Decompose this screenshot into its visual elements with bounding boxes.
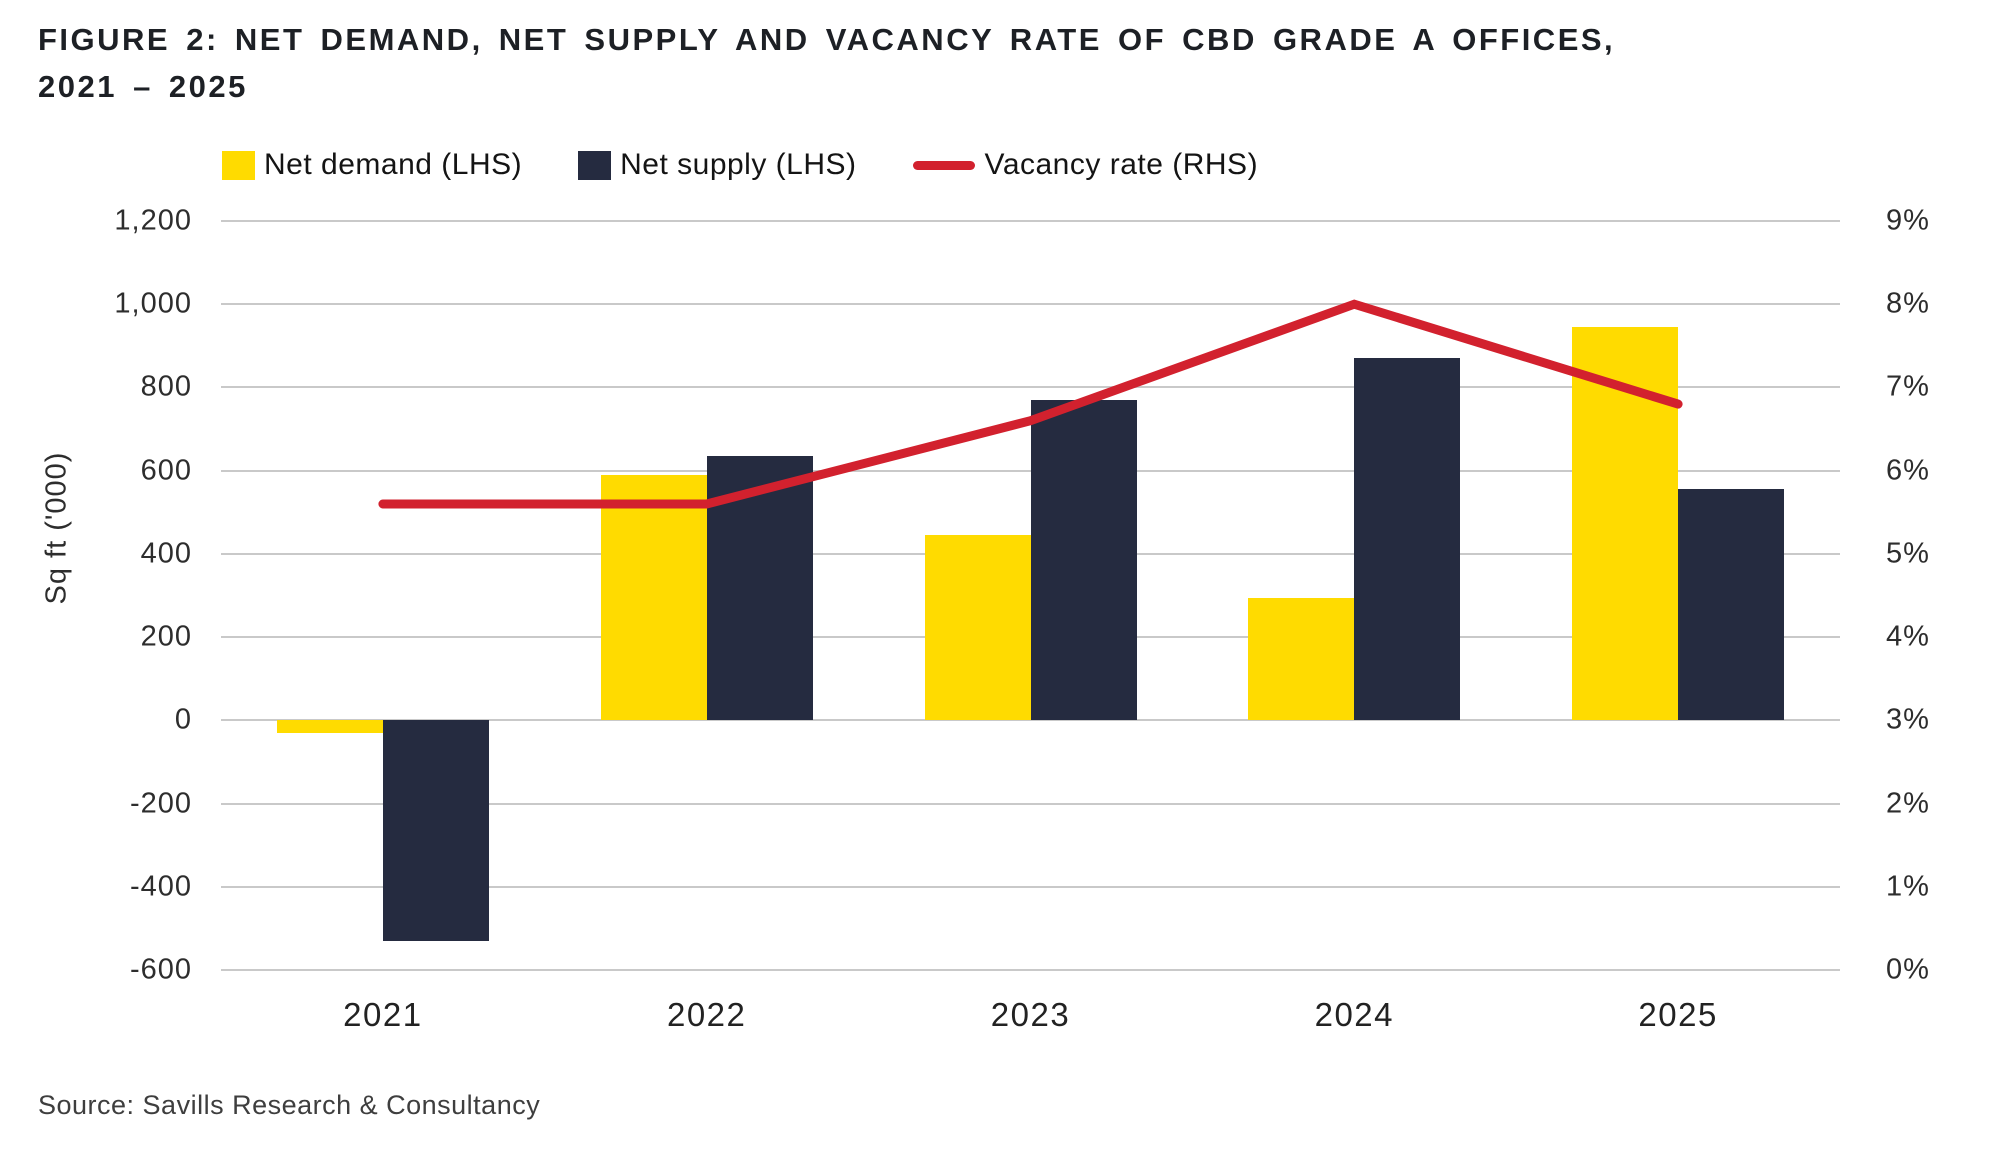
chart-title: FIGURE 2: NET DEMAND, NET SUPPLY AND VAC… xyxy=(38,16,1615,110)
right-axis-tick-label: 5% xyxy=(1886,537,1930,570)
chart-title-line1: FIGURE 2: NET DEMAND, NET SUPPLY AND VAC… xyxy=(38,22,1616,57)
legend-label: Net supply (LHS) xyxy=(620,148,857,181)
gridline xyxy=(221,719,1840,722)
bar-net-supply-lhs-2023 xyxy=(1030,399,1137,721)
legend-item-vacancy-rate-rhs: Vacancy rate (RHS) xyxy=(912,148,1259,182)
gridline xyxy=(221,303,1840,306)
left-axis-tick-label: 1,200 xyxy=(114,204,192,237)
left-axis-tick-label: 200 xyxy=(140,620,192,653)
x-axis-tick-label-2021: 2021 xyxy=(343,996,423,1033)
left-axis-tick-label: 0 xyxy=(174,703,192,736)
right-axis-tick-label: 4% xyxy=(1886,620,1930,653)
bar-net-supply-lhs-2025 xyxy=(1678,489,1785,721)
legend-label: Net demand (LHS) xyxy=(264,148,523,181)
legend: Net demand (LHS) Net supply (LHS) Vacancy … xyxy=(222,146,1258,184)
left-axis-title: Sq ft ('000) xyxy=(40,451,73,605)
legend-item-net-demand-lhs: Net demand (LHS) xyxy=(222,148,522,182)
right-axis-tick-label: 8% xyxy=(1886,287,1930,320)
left-axis-tick-label: 800 xyxy=(140,370,192,403)
source-note: Source: Savills Research & Consultancy xyxy=(38,1090,541,1120)
legend-label: Vacancy rate (RHS) xyxy=(984,148,1259,181)
legend-line-swatch-icon xyxy=(912,160,975,170)
left-axis-tick-label: -400 xyxy=(129,870,192,903)
plot-area xyxy=(221,220,1840,971)
bar-net-supply-lhs-2021 xyxy=(382,720,489,941)
left-axis-ticks: 1,200 1,000 800 600 400 200 0 -200 -400 -600 xyxy=(0,205,192,986)
vacancy-line xyxy=(378,299,1683,509)
legend-square-swatch-icon xyxy=(222,150,255,180)
bar-net-demand-lhs-2021 xyxy=(276,720,383,733)
bar-net-demand-lhs-2022 xyxy=(600,474,707,721)
left-axis-tick-label: -200 xyxy=(129,787,192,820)
gridline xyxy=(221,386,1840,389)
right-axis-tick-label: 3% xyxy=(1886,703,1930,736)
x-axis-tick-label-2023: 2023 xyxy=(990,996,1071,1033)
x-axis-ticks: 2021 2022 2023 2024 2025 xyxy=(221,996,1840,1040)
gridline xyxy=(221,885,1840,888)
legend-item-net-supply-lhs: Net supply (LHS) xyxy=(578,148,856,182)
x-axis-tick-label-2025: 2025 xyxy=(1638,996,1718,1033)
legend-square-swatch-icon xyxy=(578,150,612,180)
gridline xyxy=(221,969,1840,971)
right-axis-ticks: 9% 8% 7% 6% 5% 4% 3% 2% 1% 0% xyxy=(1886,205,1996,986)
left-axis-tick-label: 1,000 xyxy=(114,287,192,320)
right-axis-tick-label: 0% xyxy=(1886,953,1930,986)
right-axis-tick-label: 2% xyxy=(1886,787,1930,820)
right-axis-tick-label: 6% xyxy=(1886,454,1930,487)
left-axis-tick-label: 400 xyxy=(140,537,192,570)
bar-net-supply-lhs-2024 xyxy=(1354,358,1461,721)
right-axis-tick-label: 9% xyxy=(1886,204,1930,237)
vacancy-line-layer xyxy=(378,299,1683,509)
right-axis-tick-label: 1% xyxy=(1886,870,1930,903)
bar-net-demand-lhs-2023 xyxy=(924,535,1031,721)
left-axis-tick-label: 600 xyxy=(140,454,192,487)
bar-net-demand-lhs-2024 xyxy=(1248,597,1355,721)
bar-net-demand-lhs-2025 xyxy=(1572,327,1679,721)
chart-title-line2: 2021 – 2025 xyxy=(38,69,248,104)
x-axis-tick-label-2024: 2024 xyxy=(1314,996,1395,1033)
gridline xyxy=(221,220,1840,222)
right-axis-tick-label: 7% xyxy=(1886,370,1930,403)
x-axis-tick-label-2022: 2022 xyxy=(666,996,747,1033)
gridline xyxy=(221,802,1840,805)
left-axis-tick-label: -600 xyxy=(129,953,192,986)
